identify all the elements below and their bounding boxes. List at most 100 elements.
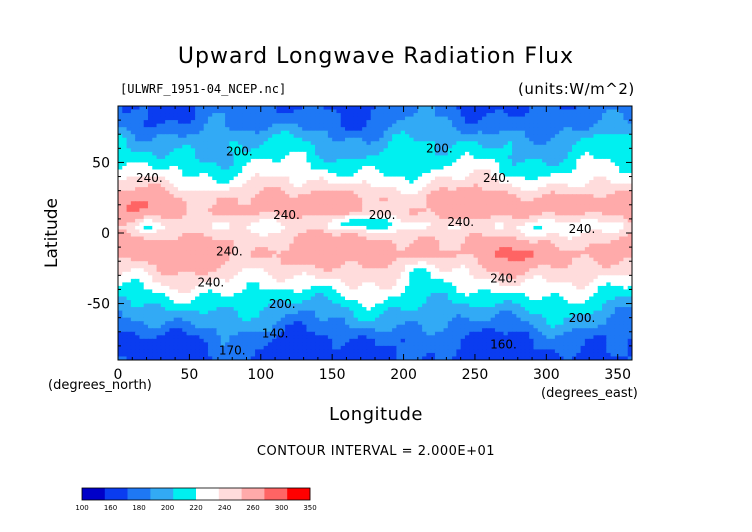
field-cell (353, 183, 359, 188)
field-cell (233, 120, 239, 125)
field-cell (315, 155, 320, 160)
field-cell (272, 215, 278, 220)
field-cell (387, 169, 393, 174)
field-cell (576, 247, 582, 252)
field-cell (464, 134, 470, 139)
field-cell (212, 120, 218, 125)
field-cell (413, 165, 419, 171)
field-cell (456, 187, 462, 192)
field-cell (122, 190, 128, 195)
field-cell (199, 233, 205, 238)
field-cell (293, 229, 299, 234)
field-cell (130, 183, 136, 188)
field-cell (572, 169, 577, 174)
field-cell (473, 148, 479, 153)
field-cell (490, 222, 496, 227)
field-cell (482, 123, 487, 128)
field-cell (152, 190, 158, 195)
field-cell (259, 236, 265, 241)
field-cell (118, 109, 123, 114)
field-cell (289, 144, 295, 149)
field-cell (456, 165, 462, 171)
field-cell (143, 120, 149, 125)
field-cell (160, 243, 166, 248)
field-cell (237, 183, 243, 188)
field-cell (469, 130, 475, 135)
field-cell (494, 155, 500, 160)
field-cell (169, 225, 175, 231)
field-cell (482, 243, 487, 248)
field-cell (400, 250, 406, 255)
field-cell (477, 222, 483, 227)
field-cell (370, 225, 376, 231)
field-cell (606, 120, 612, 125)
field-cell (430, 134, 436, 139)
field-cell (233, 106, 239, 111)
field-cell (340, 127, 346, 132)
field-cell (220, 183, 226, 188)
field-cell (387, 134, 393, 139)
field-cell (464, 123, 470, 128)
field-cell (255, 208, 260, 213)
field-cell (332, 148, 338, 153)
field-cell (610, 151, 616, 156)
field-cell (584, 162, 590, 167)
field-cell (212, 144, 218, 149)
field-cell (623, 180, 629, 185)
field-cell (499, 130, 505, 135)
field-cell (602, 109, 607, 114)
field-cell (289, 106, 295, 111)
field-cell (272, 113, 278, 118)
field-cell (486, 208, 492, 213)
field-cell (576, 201, 582, 206)
field-cell (220, 127, 226, 132)
field-cell (139, 173, 145, 178)
field-cell (469, 165, 475, 171)
field-cell (259, 180, 265, 185)
field-cell (533, 120, 539, 125)
field-cell (409, 190, 415, 195)
field-cell (396, 155, 402, 160)
field-cell (396, 229, 402, 234)
field-cell (327, 113, 333, 118)
field-cell (190, 201, 196, 206)
field-cell (486, 180, 492, 185)
field-cell (614, 204, 620, 209)
field-cell (195, 187, 200, 192)
field-cell (563, 106, 569, 111)
field-cell (220, 106, 226, 111)
field-cell (139, 165, 145, 171)
field-cell (255, 151, 260, 156)
field-cell (332, 236, 338, 241)
field-cell (409, 215, 415, 220)
field-cell (263, 120, 269, 125)
field-cell (332, 233, 338, 238)
field-cell (482, 218, 487, 224)
field-cell (139, 225, 145, 231)
field-cell (212, 233, 218, 238)
field-cell (417, 180, 423, 185)
field-cell (310, 165, 316, 171)
field-cell (529, 187, 535, 192)
field-cell (186, 130, 192, 135)
field-cell (533, 197, 539, 202)
field-cell (464, 162, 470, 167)
field-cell (345, 120, 350, 125)
field-cell (122, 120, 128, 125)
field-cell (512, 134, 517, 139)
field-cell (524, 247, 530, 252)
field-cell (195, 215, 200, 220)
field-cell (349, 229, 355, 234)
field-cell (387, 208, 393, 213)
field-cell (584, 247, 590, 252)
field-cell (627, 120, 632, 125)
field-cell (336, 240, 342, 245)
field-cell (250, 148, 256, 153)
field-cell (623, 218, 629, 224)
field-cell (340, 169, 346, 174)
field-cell (182, 113, 188, 118)
field-cell (469, 148, 475, 153)
field-cell (426, 134, 432, 139)
field-cell (302, 187, 308, 192)
field-cell (199, 197, 205, 202)
